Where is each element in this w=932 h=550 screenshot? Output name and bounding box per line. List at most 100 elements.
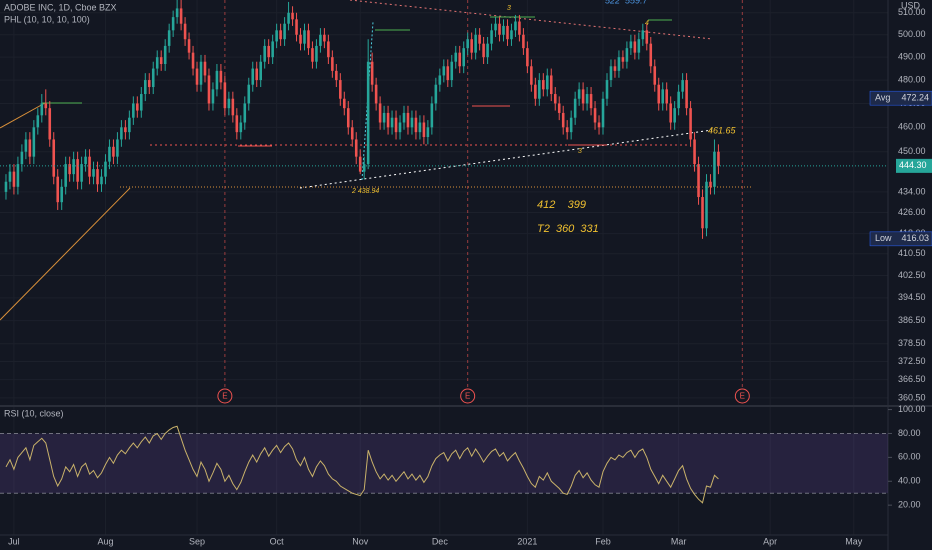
y-tick-label: 460.00	[898, 122, 926, 132]
candle-body	[382, 112, 386, 123]
rsi-band	[0, 433, 888, 494]
candle-body	[498, 23, 501, 35]
candle-body	[398, 122, 402, 133]
candle-body	[669, 103, 672, 123]
candle-body	[713, 151, 716, 187]
candle-body	[155, 57, 159, 69]
candle-body	[589, 94, 593, 109]
candle-body	[187, 39, 191, 53]
candle-body	[693, 139, 696, 165]
candle-body	[223, 82, 227, 109]
candle-body	[311, 48, 314, 62]
candle-body	[374, 84, 378, 104]
candle-body	[549, 75, 553, 95]
candle-body	[621, 57, 625, 62]
candle-body	[482, 43, 485, 58]
marks	[0, 0, 888, 239]
rsi-tick-label: 20.00	[898, 500, 921, 510]
candle-body	[335, 70, 338, 81]
candle-body	[649, 43, 653, 67]
candle-body	[263, 45, 266, 62]
candle-body	[20, 151, 24, 165]
candle-body	[442, 66, 446, 76]
x-tick-label: Mar	[671, 536, 687, 546]
candle-body	[553, 94, 557, 104]
candle-body	[446, 66, 450, 81]
candle-body	[124, 127, 127, 133]
y-tick-label: 480.00	[898, 74, 926, 84]
candle-body	[573, 98, 577, 118]
candle-body	[28, 139, 32, 157]
candle-body	[362, 164, 366, 172]
x-tick-label: May	[845, 536, 863, 546]
candle-body	[530, 66, 533, 85]
x-tick-label: Feb	[595, 536, 611, 546]
candle-body	[331, 57, 334, 71]
candle-body	[518, 21, 521, 35]
annotation: 522 559.7	[605, 0, 649, 5]
candle-body	[231, 98, 235, 116]
candle-body	[350, 127, 354, 140]
candle-body	[60, 186, 63, 203]
x-tick-label: Aug	[97, 536, 113, 546]
candle-body	[458, 52, 462, 67]
candle-body	[159, 57, 163, 64]
x-tick-label: 2021	[517, 536, 537, 546]
y-tick-label: 366.50	[898, 374, 926, 384]
candle-body	[526, 48, 529, 67]
annotation: 2 438.94	[351, 188, 379, 195]
candle-body	[378, 103, 382, 123]
y-tick-label: 372.50	[898, 356, 926, 366]
candle-body	[609, 66, 613, 81]
y-tick-label: 490.00	[898, 52, 926, 62]
candle-body	[653, 66, 657, 85]
candle-body	[112, 146, 115, 157]
candle-body	[195, 68, 199, 85]
candle-body	[343, 98, 346, 109]
candle-body	[430, 103, 434, 128]
candle-body	[259, 61, 263, 81]
y-tick-label: 394.50	[898, 292, 926, 302]
candle-body	[108, 146, 111, 162]
x-tick-label: Apr	[763, 536, 777, 546]
candle-body	[394, 117, 398, 133]
candle-body	[140, 94, 143, 111]
candle-body	[116, 139, 119, 157]
candle-body	[486, 43, 489, 58]
candle-body	[279, 30, 282, 40]
candle-body	[120, 127, 123, 140]
candle-body	[494, 23, 497, 31]
candle-body	[685, 80, 688, 109]
marker-box	[869, 231, 932, 247]
candle-body	[128, 117, 131, 133]
candle-body	[287, 12, 290, 24]
candle-body	[510, 30, 513, 40]
candle-body	[370, 61, 374, 85]
candle-body	[514, 21, 517, 31]
y-tick-label: 360.50	[898, 392, 926, 402]
candle-body	[561, 112, 565, 128]
candle-body	[366, 61, 370, 165]
candle-body	[52, 139, 56, 177]
candle-body	[601, 98, 605, 128]
candle-body	[80, 164, 83, 182]
annotation: 3	[578, 148, 582, 155]
candle-body	[211, 89, 215, 104]
candle-body	[271, 41, 274, 58]
candle-body	[44, 103, 48, 109]
candle-body	[454, 52, 458, 62]
candle-body	[585, 94, 589, 104]
candle-body	[545, 75, 549, 90]
candle-body	[569, 117, 573, 133]
candle-body	[36, 115, 40, 128]
y-tick-label: 386.50	[898, 315, 926, 325]
candle-body	[283, 23, 286, 40]
candle-body	[16, 164, 20, 187]
candle-body	[474, 34, 477, 53]
rsi-tick-label: 60.00	[898, 452, 921, 462]
rsi-title: RSI (10, close)	[4, 408, 64, 418]
annotation: T2 360 331	[537, 223, 599, 235]
candle-body	[490, 30, 493, 44]
candle-body	[8, 171, 12, 182]
candle-body	[506, 25, 509, 40]
